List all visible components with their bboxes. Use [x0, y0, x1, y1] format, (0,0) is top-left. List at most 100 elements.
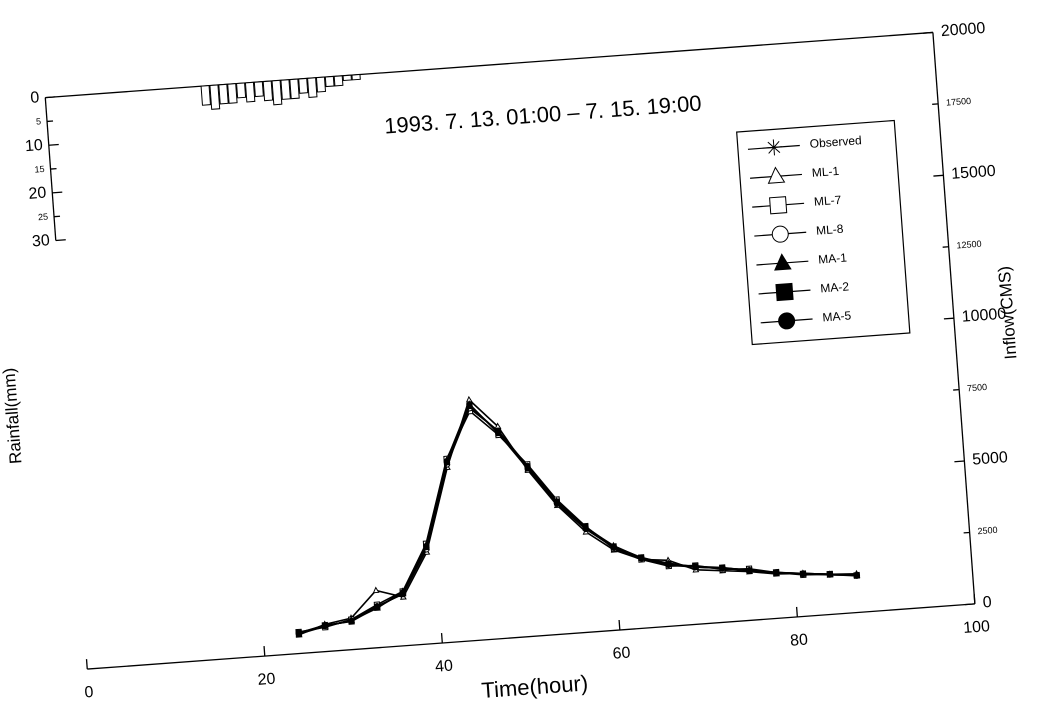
- y2-tick-label: 10: [24, 137, 43, 155]
- rainfall-bar: [333, 75, 344, 87]
- marker: [665, 561, 672, 569]
- plot-area: 1993. 7. 13. 01:00 – 7. 15. 19:00 Time(h…: [0, 20, 1021, 703]
- marker: [610, 544, 617, 551]
- x-tick: [85, 659, 88, 670]
- y-tick-label: 17500: [946, 96, 972, 108]
- marker: [466, 401, 473, 408]
- rainfall-bar: [351, 73, 361, 81]
- y-tick-label: 20000: [940, 20, 986, 40]
- marker: [348, 617, 355, 624]
- marker: [800, 570, 807, 578]
- y2-tick: [48, 143, 59, 146]
- marker: [773, 569, 780, 576]
- x-tick-label: 80: [790, 631, 809, 649]
- marker: [495, 429, 502, 436]
- marker: [638, 555, 645, 562]
- x-tick-label: 0: [84, 684, 94, 702]
- x-tick-label: 40: [435, 658, 454, 676]
- rainfall-bar: [271, 79, 283, 106]
- x-tick: [973, 593, 976, 604]
- legend-label: ML-7: [813, 193, 842, 209]
- y-tick-label: 15000: [951, 163, 997, 183]
- y-tick-label: 12500: [956, 239, 982, 251]
- rainfall-bar: [218, 83, 229, 105]
- series-line: [298, 409, 857, 633]
- legend-marker: [765, 139, 782, 156]
- marker: [826, 571, 834, 578]
- rainfall-bar: [200, 85, 211, 106]
- y-tick-label: 2500: [977, 525, 998, 536]
- x-axis-label: Time(hour): [481, 670, 589, 703]
- rainfall-bar: [209, 84, 221, 110]
- y2-tick-label: 30: [31, 232, 50, 250]
- y-tick: [954, 460, 965, 463]
- rainfall-bar: [315, 76, 327, 93]
- series-line: [298, 402, 857, 635]
- legend-label: MA-1: [818, 251, 848, 267]
- marker: [443, 458, 450, 465]
- marker: [423, 542, 430, 550]
- marker: [719, 565, 726, 572]
- y2-axis-label: Rainfall(mm): [0, 367, 26, 464]
- y-tick: [964, 603, 975, 606]
- x-tick: [440, 632, 443, 644]
- y2-tick: [55, 239, 66, 242]
- top-axis: [45, 31, 933, 99]
- marker: [321, 622, 329, 630]
- x-tick: [618, 619, 621, 631]
- y-tick: [933, 174, 944, 177]
- marker: [399, 589, 406, 596]
- series-line: [298, 407, 857, 635]
- y-tick-label: 10000: [961, 306, 1007, 326]
- marker: [853, 572, 860, 579]
- marker: [692, 564, 699, 571]
- y2-tick-label: 20: [28, 185, 47, 203]
- legend: Observed ML-1 ML-7 ML-8 MA-1 MA-2 MA-5: [736, 119, 911, 346]
- legend-marker: [767, 166, 786, 184]
- series-line: [298, 398, 857, 636]
- y2-tick: [52, 191, 63, 194]
- marker: [582, 525, 589, 532]
- y-tick-label: 0: [982, 594, 992, 612]
- rainfall-bar: [307, 77, 318, 98]
- x-tick-label: 100: [963, 618, 991, 637]
- marker: [524, 464, 531, 471]
- rainfall-bar: [280, 79, 291, 100]
- legend-label: MA-2: [820, 279, 850, 295]
- y-tick: [922, 31, 933, 34]
- y2-tick-label: 0: [30, 89, 40, 107]
- x-tick-label: 20: [257, 671, 276, 689]
- x-tick-label: 60: [612, 644, 631, 662]
- rainfall-bar: [298, 77, 309, 94]
- legend-marker: [775, 282, 794, 302]
- marker: [553, 499, 561, 507]
- x-tick: [263, 646, 266, 657]
- rainfall-bar: [342, 74, 352, 82]
- rainfall-bar: [289, 78, 300, 100]
- y2-tick-label: 25: [38, 212, 49, 223]
- legend-marker: [769, 196, 788, 215]
- y-tick: [943, 317, 954, 320]
- legend-marker: [774, 253, 792, 271]
- y2-tick: [45, 96, 56, 99]
- marker: [295, 630, 302, 637]
- rainfall-bar: [253, 81, 264, 98]
- y-tick-label: 7500: [967, 382, 988, 393]
- rainfall-bar: [324, 75, 335, 88]
- legend-label: MA-5: [822, 308, 852, 324]
- chart-title: 1993. 7. 13. 01:00 – 7. 15. 19:00: [383, 90, 702, 138]
- rainfall-bar: [244, 81, 256, 103]
- rainfall-bar: [227, 83, 238, 104]
- x-tick: [795, 606, 798, 617]
- marker: [746, 567, 753, 574]
- legend-marker: [778, 312, 796, 330]
- rainfall-bar: [236, 82, 247, 99]
- marker: [374, 604, 381, 611]
- series-line: [298, 403, 857, 634]
- y2-tick-label: 15: [34, 164, 45, 175]
- series-line: [298, 404, 857, 634]
- legend-label: ML-1: [811, 164, 840, 180]
- legend-label: ML-8: [816, 222, 845, 238]
- legend-marker: [771, 225, 789, 243]
